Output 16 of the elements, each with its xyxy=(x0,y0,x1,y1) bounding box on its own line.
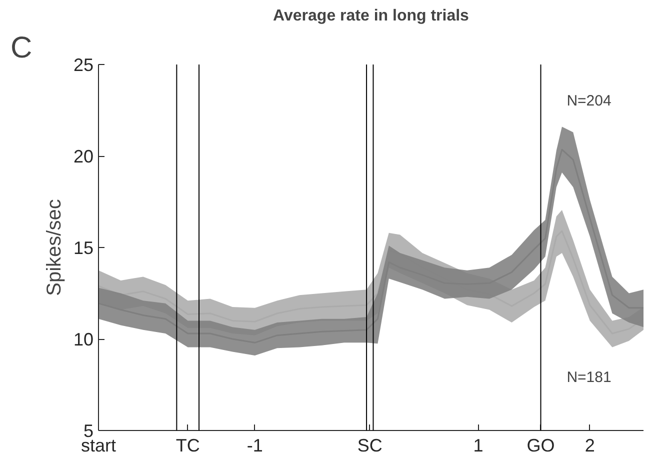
y-tick-label: 20 xyxy=(73,146,94,166)
annotation: N=204 xyxy=(566,92,612,110)
y-tick-label: 5 xyxy=(83,421,94,441)
x-tick-label: -1 xyxy=(246,436,263,456)
x-tick-label: TC xyxy=(176,436,200,456)
y-axis-title: Spikes/sec xyxy=(43,199,66,296)
annotation: N=181 xyxy=(566,368,612,386)
text: C xyxy=(10,32,32,64)
x-tick-label: 2 xyxy=(584,436,595,456)
x-tick-label: 1 xyxy=(473,436,484,456)
chart-title: Average rate in long trials xyxy=(273,8,470,24)
y-tick-label: 15 xyxy=(73,238,94,258)
y-tick-label: 10 xyxy=(73,330,94,350)
x-tick-label: SC xyxy=(357,436,382,456)
y-tick-label: 25 xyxy=(73,55,94,75)
x-tick-label: GO xyxy=(526,436,555,456)
